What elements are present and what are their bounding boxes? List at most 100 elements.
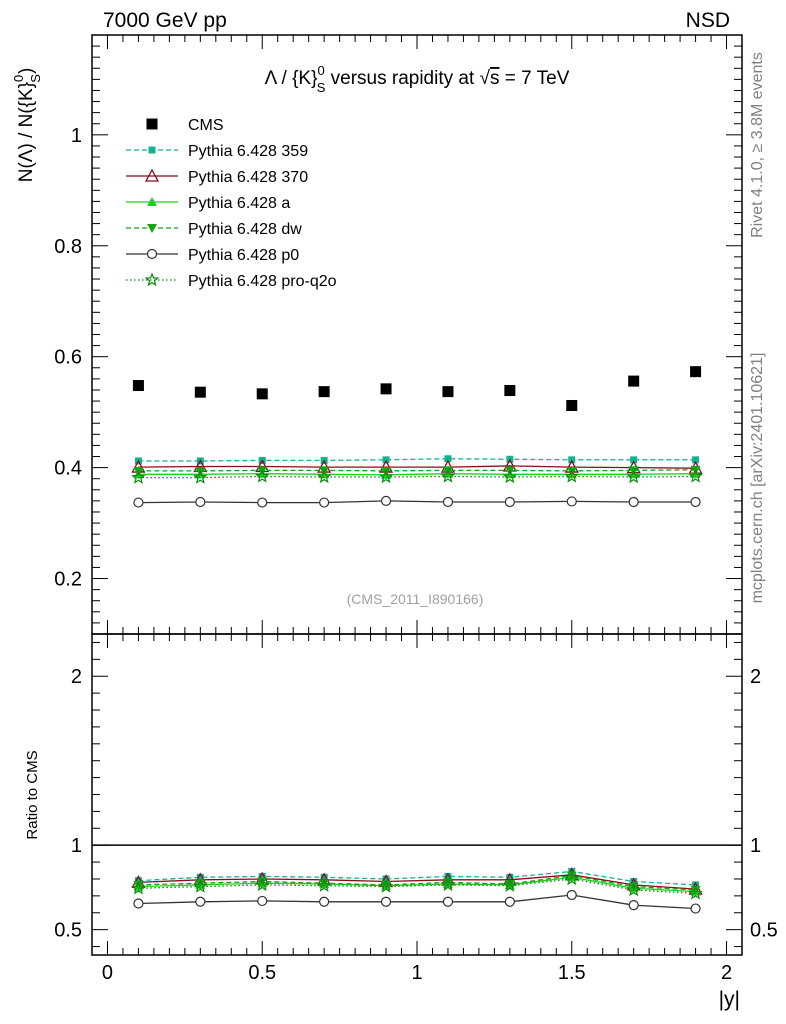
ratio-point-pythia-6-428-359 (320, 873, 328, 881)
data-point-cms (132, 380, 144, 392)
data-point-pythia-6-428-pro-q2o (193, 469, 208, 484)
series-line-pythia-6-428-pro-q2o (138, 475, 696, 479)
ratio-series-pythia-6-428-dw (133, 871, 701, 895)
ratio-point-pythia-6-428-pro-q2o (316, 878, 332, 892)
data-point-pythia-6-428-p0 (257, 497, 268, 508)
legend-label-pythia-6-428-pro-q2o: Pythia 6.428 pro-q2o (188, 273, 337, 290)
ratio-y-tick-label-right: 1 (750, 835, 761, 857)
y-tick-label: 0.6 (54, 347, 82, 369)
data-point-pythia-6-428-p0 (380, 495, 392, 506)
data-point-pythia-6-428-359 (692, 456, 700, 464)
data-point-pythia-6-428-p0 (628, 496, 639, 508)
x-tick-label: 1.5 (558, 962, 586, 984)
y-tick-label: 0.4 (54, 458, 82, 480)
legend-label-pythia-6-428-370: Pythia 6.428 370 (188, 169, 308, 186)
ratio-y-tick-label-right: 2 (750, 666, 761, 688)
ratio-point-pythia-6-428-dw (195, 879, 206, 889)
ratio-line-pythia-6-428-359 (138, 870, 696, 886)
ratio-y-tick-label: 0.5 (54, 920, 82, 942)
series-line-pythia-6-428-a (138, 473, 696, 476)
ratio-point-pythia-6-428-p0 (380, 896, 392, 907)
legend-marker-pythia-6-428-359 (148, 146, 156, 154)
data-point-pythia-6-428-p0 (133, 497, 144, 508)
series-line-pythia-6-428-p0 (138, 500, 696, 504)
ratio-point-pythia-6-428-359 (506, 873, 514, 881)
ratio-point-pythia-6-428-dw (442, 878, 453, 888)
ratio-point-pythia-6-428-p0 (690, 903, 701, 914)
ratio-point-pythia-6-428-pro-q2o (378, 878, 394, 893)
x-tick-label: 1 (411, 962, 422, 984)
data-point-cms (256, 388, 268, 400)
ratio-point-pythia-6-428-pro-q2o (626, 882, 641, 897)
ratio-point-pythia-6-428-pro-q2o (440, 877, 456, 892)
ratio-point-pythia-6-428-359 (630, 878, 638, 886)
ratio-panel-frame (91, 633, 743, 956)
ratio-point-pythia-6-428-p0 (319, 896, 330, 907)
ratio-point-pythia-6-428-p0 (442, 896, 454, 907)
series-line-pythia-6-428-dw (138, 469, 696, 472)
data-point-pythia-6-428-p0 (319, 497, 330, 508)
ratio-y-tick-label-right: 0.5 (750, 920, 778, 942)
x-tick-label: 2 (721, 962, 732, 984)
legend-marker-cms (146, 118, 158, 130)
data-point-cms (566, 399, 578, 411)
legend-entry-cms: CMS (146, 117, 224, 134)
data-point-pythia-6-428-359 (630, 456, 638, 464)
x-axis-label: |y| (719, 988, 740, 1011)
series-line-pythia-6-428-370 (138, 465, 696, 469)
ratio-point-pythia-6-428-pro-q2o (131, 880, 146, 895)
ratio-point-pythia-6-428-pro-q2o (564, 871, 580, 886)
legend-label-pythia-6-428-p0: Pythia 6.428 p0 (188, 247, 299, 264)
data-point-pythia-6-428-pro-q2o (564, 468, 580, 483)
legend-marker-pythia-6-428-pro-q2o (144, 272, 160, 287)
x-tick-label: 0.5 (248, 962, 276, 984)
legend-marker-pythia-6-428-dw (147, 224, 157, 233)
ratio-point-pythia-6-428-dw (133, 880, 144, 890)
data-point-cms (194, 386, 206, 398)
ratio-series-pythia-6-428-a (133, 872, 701, 896)
legend-entry-pythia-6-428-370: Pythia 6.428 370 (126, 168, 308, 186)
data-point-cms (318, 386, 330, 398)
ratio-series-pythia-6-428-370 (131, 867, 703, 895)
ratio-point-pythia-6-428-pro-q2o (193, 878, 208, 893)
ratio-point-pythia-6-428-dw (319, 879, 330, 889)
data-point-pythia-6-428-pro-q2o (254, 468, 270, 483)
ratio-point-pythia-6-428-dw (566, 871, 577, 881)
ratio-y-axis-label: Ratio to CMS (24, 750, 41, 839)
ratio-point-pythia-6-428-p0 (257, 895, 268, 907)
ratio-point-pythia-6-428-359 (258, 872, 266, 880)
data-point-cms (504, 385, 516, 397)
ratio-point-pythia-6-428-p0 (566, 889, 577, 901)
analysis-watermark: (CMS_2011_I890166) (347, 591, 484, 607)
legend-entry-pythia-6-428-359: Pythia 6.428 359 (126, 143, 308, 160)
y-tick-label: 0.2 (54, 569, 82, 591)
rivet-version-label: Rivet 4.1.0, ≥ 3.8M events (749, 52, 766, 238)
ratio-point-pythia-6-428-pro-q2o (688, 885, 703, 900)
ratio-line-pythia-6-428-a (138, 876, 696, 893)
ratio-line-pythia-6-428-dw (138, 874, 696, 891)
legend-marker-pythia-6-428-370 (144, 168, 160, 182)
data-point-pythia-6-428-p0 (195, 496, 206, 508)
data-point-pythia-6-428-p0 (690, 496, 701, 508)
series-pythia-6-428-pro-q2o (131, 468, 703, 484)
ratio-point-pythia-6-428-359 (444, 872, 452, 880)
legend-entry-pythia-6-428-p0: Pythia 6.428 p0 (126, 247, 299, 264)
chart-title: Λ / {K}0 S versus rapidity at √s = 7 TeV (265, 63, 570, 95)
ratio-point-pythia-6-428-359 (196, 873, 204, 881)
legend-label-pythia-6-428-359: Pythia 6.428 359 (188, 143, 308, 160)
ratio-line-pythia-6-428-pro-q2o (138, 878, 696, 894)
series-line-pythia-6-428-359 (138, 458, 696, 462)
data-point-pythia-6-428-p0 (504, 496, 515, 508)
data-point-pythia-6-428-p0 (566, 496, 577, 507)
ratio-point-pythia-6-428-pro-q2o (502, 878, 518, 892)
ratio-point-pythia-6-428-dw (504, 880, 515, 890)
ratio-point-pythia-6-428-p0 (133, 898, 144, 909)
data-point-pythia-6-428-pro-q2o (440, 468, 456, 483)
ratio-line-pythia-6-428-370 (138, 874, 696, 890)
series-pythia-6-428-359 (134, 455, 700, 465)
data-point-pythia-6-428-pro-q2o (502, 469, 518, 484)
y-tick-label: 1 (71, 125, 82, 147)
legend-label-pythia-6-428-dw: Pythia 6.428 dw (188, 221, 302, 238)
legend-label-pythia-6-428-a: Pythia 6.428 a (188, 195, 290, 212)
